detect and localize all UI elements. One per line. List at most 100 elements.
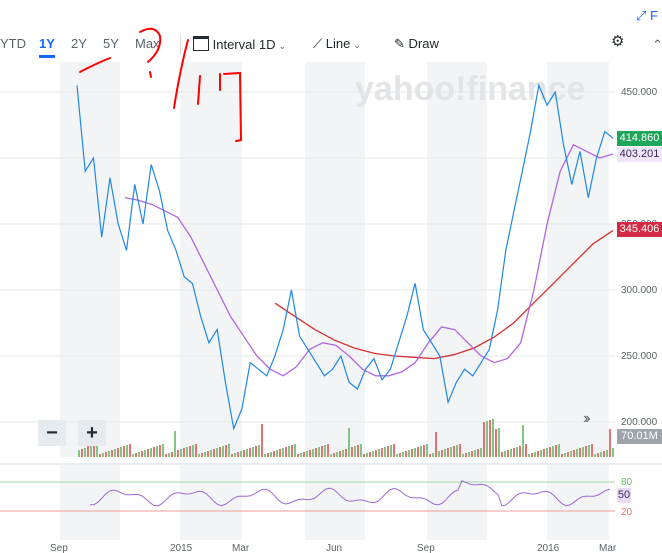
volume-bar: [525, 444, 527, 457]
volume-bar: [342, 450, 344, 457]
volume-bar: [162, 444, 164, 457]
range-1y[interactable]: 1Y: [39, 36, 55, 58]
handwritten-annotation: [79, 27, 243, 142]
volume-bar: [141, 451, 143, 457]
volume-bar: [381, 448, 383, 457]
volume-bar: [114, 449, 116, 457]
volume-bar: [138, 452, 140, 457]
x-tick-label: Jun: [326, 543, 342, 553]
volume-bar: [387, 446, 389, 457]
volume-bar: [249, 448, 251, 457]
gear-icon[interactable]: ⚙: [611, 33, 625, 50]
volume-bar: [402, 452, 404, 457]
volume-bar: [300, 453, 302, 457]
volume-bar: [549, 447, 551, 457]
range-ytd[interactable]: YTD: [0, 36, 26, 51]
volume-bar: [411, 449, 413, 457]
volume-bar: [417, 447, 419, 457]
volume-bar: [510, 449, 512, 457]
volume-bar: [111, 450, 113, 457]
volume-bar: [375, 450, 377, 457]
volume-bar: [126, 445, 128, 457]
volume-bar: [420, 446, 422, 457]
rsi-line: [89, 480, 611, 507]
zoom-out-button[interactable]: −: [38, 420, 66, 446]
y-tick-label: 250.000: [621, 351, 658, 362]
interval-dropdown[interactable]: Interval 1D ⌄: [193, 36, 286, 54]
volume-bar: [354, 446, 356, 457]
volume-bar: [213, 449, 215, 457]
ma-long-tag: 345.406: [617, 222, 662, 237]
volume-bar: [393, 444, 395, 457]
volume-bar: [453, 446, 455, 457]
draw-button[interactable]: ✎ Draw: [394, 36, 439, 51]
volume-bar: [366, 453, 368, 457]
volume-bar: [81, 449, 83, 457]
volume-bar: [480, 448, 482, 457]
volume-bar: [270, 452, 272, 457]
price-line: [76, 83, 614, 431]
volume-bar: [99, 454, 101, 457]
range-5y[interactable]: 5Y: [103, 36, 119, 51]
moving-average-short-line: [124, 143, 614, 377]
volume-bar: [582, 447, 584, 457]
volume-bar: [399, 453, 401, 457]
volume-bar: [183, 448, 185, 457]
volume-bar: [567, 452, 569, 457]
volume-bar: [252, 447, 254, 457]
volume-bar: [531, 453, 533, 457]
volume-bar: [198, 454, 200, 457]
rsi-value-tag: 50: [617, 488, 631, 503]
volume-bar: [384, 447, 386, 457]
volume-bar: [93, 445, 95, 457]
volume-bar: [324, 445, 326, 457]
open-fullscreen-link[interactable]: ⤢ F: [636, 8, 658, 23]
volume-bar: [174, 431, 176, 457]
volume-bar: [426, 444, 428, 457]
x-tick-label: 2016: [537, 543, 560, 553]
volume-bar: [153, 447, 155, 457]
volume-bar: [222, 446, 224, 457]
volume-bar: [318, 447, 320, 457]
volume-bar: [165, 454, 167, 457]
range-max[interactable]: Max: [135, 36, 160, 51]
volume-bar: [306, 451, 308, 457]
volume-bar: [351, 447, 353, 457]
volume-bar: [429, 454, 431, 457]
volume-bar: [105, 452, 107, 457]
volume-bar: [195, 444, 197, 457]
volume-bar: [120, 447, 122, 457]
volume-bar: [423, 445, 425, 457]
zoom-in-button[interactable]: +: [78, 420, 106, 446]
volume-bar: [330, 454, 332, 457]
moving-average-long-line: [274, 230, 614, 360]
volume-bar: [597, 453, 599, 457]
pencil-icon: ✎: [394, 36, 405, 51]
chart-toolbar: YTD 1Y 2Y 5Y Max Interval 1D ⌄ ⟋ Line ⌄ ✎ …: [0, 28, 662, 62]
volume-bar: [555, 445, 557, 457]
volume-bar: [192, 445, 194, 457]
volume-bar: [297, 454, 299, 457]
volume-bar: [540, 450, 542, 457]
volume-bar: [558, 444, 560, 457]
volume-bar: [261, 424, 263, 457]
chart-type-dropdown[interactable]: ⟋ Line ⌄: [313, 36, 361, 51]
volume-bar: [561, 454, 563, 457]
volume-bar: [405, 451, 407, 457]
volume-bar: [177, 450, 179, 457]
yahoo-finance-watermark: yahoo!finance: [355, 70, 585, 108]
volume-bar: [108, 451, 110, 457]
volume-bar: [321, 446, 323, 457]
volume-bar: [84, 448, 86, 457]
volume-bar: [537, 451, 539, 457]
expand-icon: ⤢: [636, 8, 647, 23]
double-chevron-right-icon[interactable]: ››: [583, 410, 590, 427]
volume-bar: [504, 451, 506, 457]
collapse-icon[interactable]: ⌃: [652, 37, 662, 52]
volume-bar: [312, 449, 314, 457]
x-tick-label: Mar: [232, 543, 250, 553]
volume-bar: [237, 452, 239, 457]
volume-bar: [546, 448, 548, 457]
range-2y[interactable]: 2Y: [71, 36, 87, 51]
